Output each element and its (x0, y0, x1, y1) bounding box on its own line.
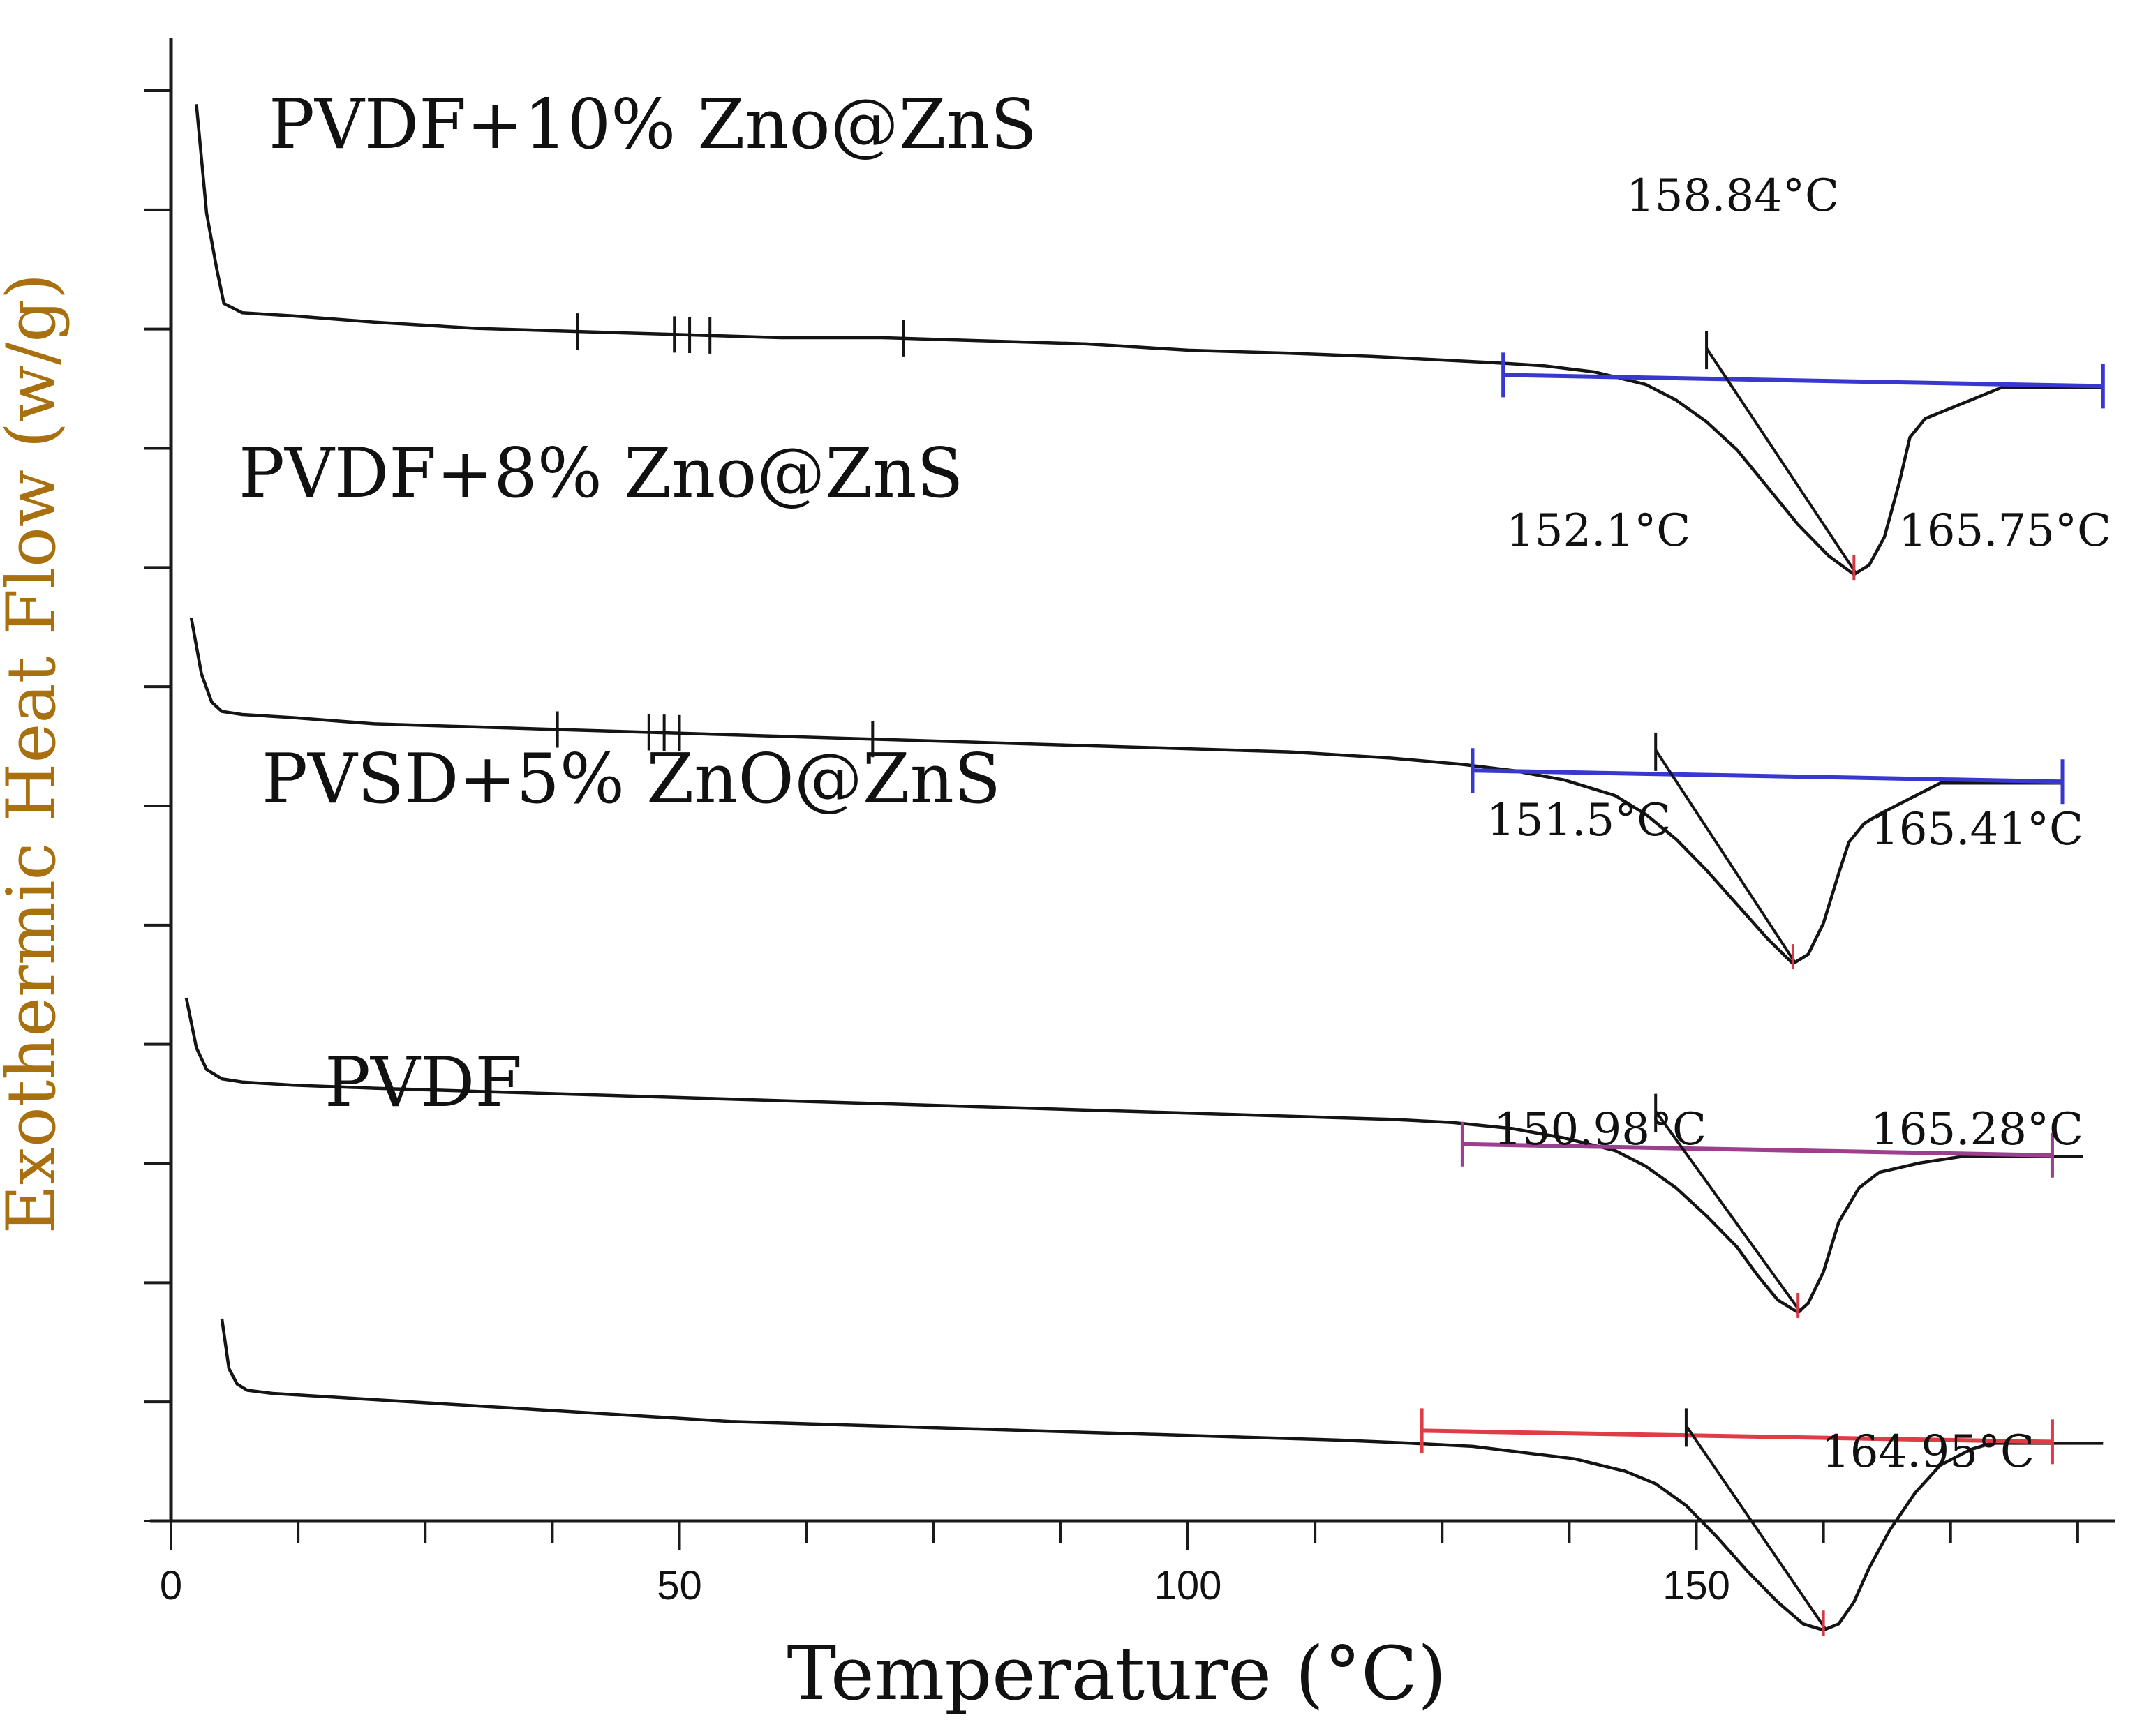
y-ticks (144, 89, 171, 1522)
annotation-label: 151.5°C (1487, 795, 1671, 846)
series-label: PVDF (325, 1043, 522, 1123)
series-pvsd-5-zno-zns: PVSD+5% ZnO@ZnS 151.5°C 165.41°C (184, 740, 2083, 1318)
series-pvdf-10-zno-zns: PVDF+10% Zno@ZnS 158.84°C (195, 85, 2105, 581)
y-axis-label: Exothermic Heat Flow (w/g) (0, 274, 70, 1234)
x-axis-label: Temperature (°C) (787, 1631, 1447, 1716)
series-curve (195, 104, 2104, 576)
onset-tangent (1654, 1110, 1802, 1314)
series-pvdf-8-zno-zns: PVDF+8% Zno@ZnS 152.1°C 165.75°C (189, 434, 2111, 970)
x-tick-label: 0 (160, 1563, 182, 1608)
annotation-label: 165.28°C (1870, 1104, 2083, 1155)
baseline-line (1503, 373, 2104, 389)
annotation-label: 152.1°C (1506, 505, 1690, 557)
baseline-line (1422, 1428, 2053, 1444)
series-pvdf: PVDF 150.98°C 165.28°C 164.95°C (220, 1043, 2104, 1636)
baseline-line (1462, 1142, 2053, 1158)
annotation-label: 165.41°C (1870, 804, 2083, 855)
x-tick-label: 50 (657, 1563, 702, 1608)
annotation-label: 165.75°C (1898, 505, 2111, 557)
series-label: PVDF+8% Zno@ZnS (239, 434, 964, 514)
x-ticks: 0 50 100 150 (160, 1521, 2079, 1608)
onset-tangent (1705, 347, 1859, 576)
onset-tangent (1654, 749, 1797, 965)
annotation-label: 158.84°C (1626, 170, 1839, 222)
x-tick-label: 150 (1662, 1563, 1730, 1608)
onset-tangent (1685, 1425, 1828, 1631)
series-label: PVSD+5% ZnO@ZnS (262, 740, 1001, 819)
series-label: PVDF+10% Zno@ZnS (269, 85, 1037, 165)
x-tick-label: 100 (1154, 1563, 1222, 1608)
axes (150, 38, 2115, 1523)
annotation-label: 150.98°C (1494, 1104, 1706, 1155)
annotation-label: 164.95°C (1822, 1426, 2034, 1478)
series-curve (189, 618, 2062, 966)
series-curve (220, 1318, 2104, 1632)
series-layer: PVDF+10% Zno@ZnS 158.84°C PVDF+8% Zno@ZnS 1… (184, 85, 2111, 1636)
series-curve (184, 997, 2083, 1315)
baseline-line (1472, 768, 2063, 784)
